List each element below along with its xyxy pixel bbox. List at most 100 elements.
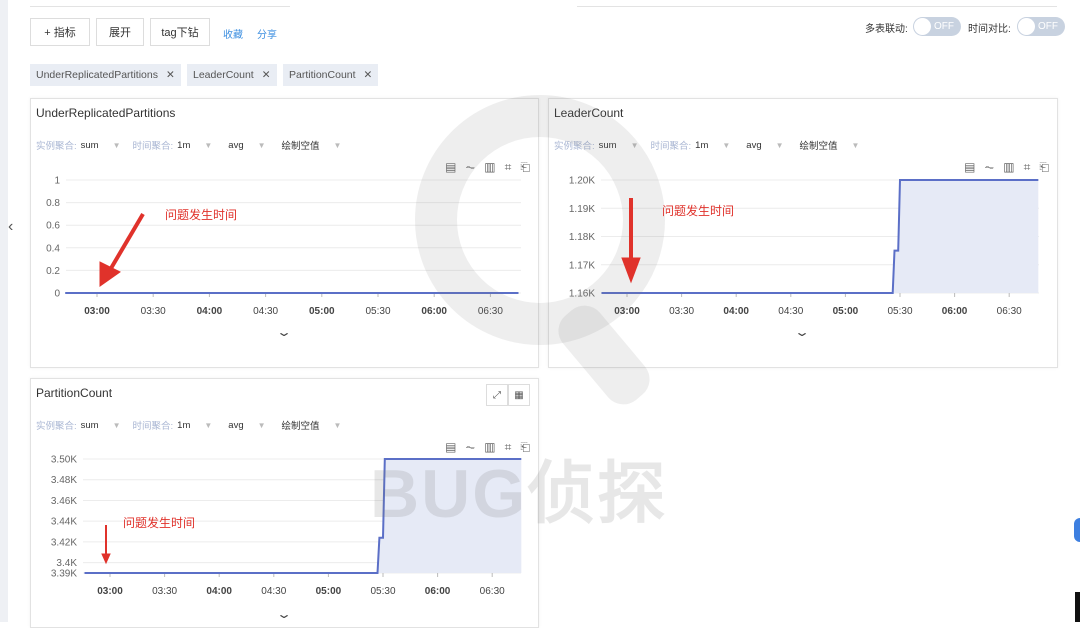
multi-link-toggle[interactable]: OFF	[913, 17, 961, 36]
annotation-arrowhead	[101, 553, 111, 565]
caret-down-icon[interactable]: ▼	[204, 140, 213, 150]
chart-panel-under-replicated: UnderReplicatedPartitions 实例聚合: sum ▼ 时间聚…	[30, 98, 539, 368]
caret-down-icon[interactable]: ▼	[775, 140, 784, 150]
y-tick-label: 1.19K	[569, 204, 595, 215]
time-compare-toggle[interactable]: OFF	[1017, 17, 1065, 36]
multi-link-label: 多表联动:	[865, 24, 908, 35]
time-agg-select[interactable]: 1m	[695, 139, 709, 151]
y-tick-label: 0.4	[46, 243, 60, 254]
null-mode-select[interactable]: 绘制空值	[799, 141, 838, 152]
data-view-icon[interactable]: ▤	[964, 160, 976, 174]
crop-icon[interactable]: ⌗	[1023, 160, 1031, 174]
tag-drill-button[interactable]: tag下钻	[150, 18, 210, 46]
y-tick-label: 1.17K	[569, 260, 595, 271]
instance-agg-select[interactable]: sum	[80, 419, 99, 431]
annotation-arrowhead	[99, 261, 121, 287]
line-chart-icon[interactable]: ⏦	[465, 160, 476, 174]
time-agg-label: 时间聚合:	[650, 141, 692, 152]
top-filter-fields[interactable]	[577, 0, 1057, 7]
func-select[interactable]: avg	[228, 419, 244, 431]
bar-chart-icon[interactable]: ▥	[484, 160, 496, 174]
bar-chart-icon[interactable]: ▥	[484, 440, 496, 454]
crop-icon[interactable]: ⌗	[504, 160, 512, 174]
caret-down-icon[interactable]: ▼	[333, 420, 342, 430]
favorite-link[interactable]: 收藏	[223, 30, 243, 41]
caret-down-icon[interactable]: ▼	[257, 140, 266, 150]
chevron-down-icon[interactable]: ⌄	[275, 607, 292, 621]
chevron-down-icon[interactable]: ⌄	[793, 325, 811, 339]
caret-down-icon[interactable]: ▼	[851, 140, 860, 150]
x-tick-label: 04:30	[253, 306, 278, 317]
time-agg-select[interactable]: 1m	[177, 419, 191, 431]
y-tick-label: 0	[54, 289, 60, 300]
close-icon[interactable]: ✕	[165, 69, 175, 81]
caret-down-icon[interactable]: ▼	[722, 140, 731, 150]
y-tick-label: 1.16K	[569, 289, 595, 300]
y-tick-label: 3.50K	[51, 455, 77, 466]
instance-agg-label: 实例聚合:	[36, 141, 77, 152]
series-area	[601, 180, 1039, 293]
time-agg-select[interactable]: 1m	[177, 139, 191, 151]
metric-tag[interactable]: PartitionCount ✕	[283, 64, 379, 86]
floating-button[interactable]	[1074, 518, 1080, 542]
data-view-icon[interactable]: ▤	[445, 160, 457, 174]
instance-agg-label: 实例聚合:	[36, 421, 77, 432]
x-tick-label: 05:30	[365, 306, 390, 317]
metric-tag[interactable]: UnderReplicatedPartitions ✕	[30, 64, 181, 86]
collapse-sidebar-icon[interactable]: ‹	[8, 218, 14, 235]
left-sidebar-strip	[0, 0, 8, 622]
caret-down-icon[interactable]: ▼	[204, 420, 213, 430]
annotation-text: 问题发生时间	[662, 204, 735, 218]
y-tick-label: 0.8	[46, 198, 60, 209]
null-mode-select[interactable]: 绘制空值	[281, 421, 320, 432]
edge-marker	[1075, 592, 1080, 622]
top-filter-field[interactable]	[30, 0, 290, 7]
caret-down-icon[interactable]: ▼	[112, 420, 121, 430]
x-tick-label: 05:30	[887, 306, 912, 317]
close-icon[interactable]: ✕	[261, 69, 271, 81]
crop-icon[interactable]: ⌗	[504, 440, 512, 454]
data-view-icon[interactable]: ▤	[445, 440, 457, 454]
restore-icon[interactable]: ⎗	[520, 440, 530, 454]
series-area	[84, 459, 522, 573]
chart-toolbox: ▤ ⏦ ▥ ⌗ ⎗	[445, 160, 530, 175]
annotation-text: 问题发生时间	[165, 208, 238, 222]
chevron-down-icon[interactable]: ⌄	[275, 325, 292, 339]
x-tick-label: 04:30	[778, 306, 803, 317]
instance-agg-select[interactable]: sum	[80, 139, 99, 151]
line-chart-icon[interactable]: ⏦	[465, 440, 476, 454]
caret-down-icon[interactable]: ▼	[112, 140, 121, 150]
y-tick-label: 0.2	[46, 266, 60, 277]
func-select[interactable]: avg	[746, 139, 762, 151]
func-select[interactable]: avg	[228, 139, 244, 151]
caret-down-icon[interactable]: ▼	[257, 420, 266, 430]
x-tick-label: 05:00	[309, 306, 335, 317]
caret-down-icon[interactable]: ▼	[333, 140, 342, 150]
grid-layout-icon[interactable]: ▦	[508, 384, 530, 406]
restore-icon[interactable]: ⎗	[520, 160, 530, 174]
close-icon[interactable]: ✕	[363, 69, 373, 81]
bar-chart-icon[interactable]: ▥	[1003, 160, 1015, 174]
metric-tag[interactable]: LeaderCount ✕	[187, 64, 277, 86]
tag-label: LeaderCount	[193, 69, 254, 81]
annotation-arrow	[108, 212, 145, 272]
expand-button[interactable]: 展开	[96, 18, 144, 46]
caret-down-icon[interactable]: ▼	[630, 140, 639, 150]
add-metric-button[interactable]: + 指标	[30, 18, 90, 46]
chart-title: PartitionCount	[36, 386, 113, 400]
share-link[interactable]: 分享	[257, 30, 277, 41]
x-tick-label: 04:00	[206, 586, 232, 597]
annotation-text: 问题发生时间	[123, 516, 196, 530]
line-chart-icon[interactable]: ⏦	[984, 160, 995, 174]
x-tick-label: 04:00	[197, 306, 223, 317]
null-mode-select[interactable]: 绘制空值	[281, 141, 320, 152]
x-tick-label: 03:30	[152, 586, 177, 597]
toggle-state: OFF	[1038, 21, 1058, 32]
fullscreen-icon[interactable]: ⤢	[486, 384, 508, 406]
instance-agg-select[interactable]: sum	[598, 139, 617, 151]
y-tick-label: 1	[54, 176, 60, 187]
chart-title: UnderReplicatedPartitions	[36, 106, 176, 120]
time-agg-label: 时间聚合:	[132, 141, 174, 152]
restore-icon[interactable]: ⎗	[1039, 160, 1049, 174]
